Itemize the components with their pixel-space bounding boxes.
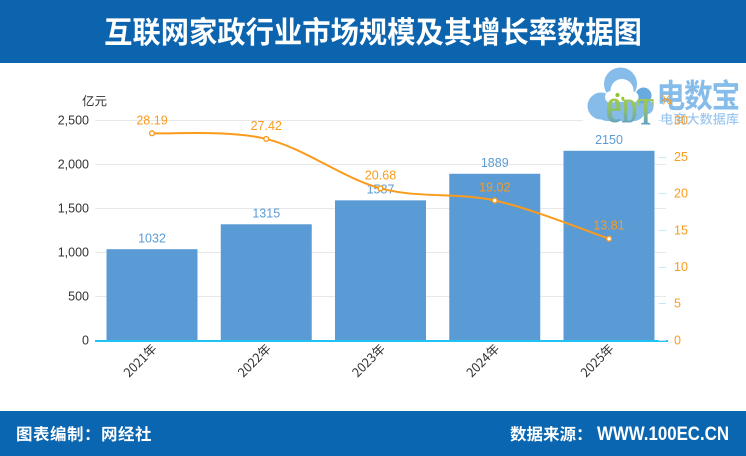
svg-text:1032: 1032 bbox=[138, 231, 166, 245]
svg-text:1,500: 1,500 bbox=[58, 201, 89, 215]
svg-text:27.42: 27.42 bbox=[251, 119, 282, 133]
svg-text:28.19: 28.19 bbox=[136, 113, 167, 127]
svg-text:20.68: 20.68 bbox=[365, 168, 396, 182]
svg-text:WWW.100EC.CN: WWW.100EC.CN bbox=[597, 424, 729, 445]
svg-text:0: 0 bbox=[82, 333, 89, 347]
svg-text:e: e bbox=[606, 77, 622, 133]
svg-text:1,000: 1,000 bbox=[58, 245, 89, 259]
svg-text:20: 20 bbox=[674, 187, 688, 201]
svg-text:2,000: 2,000 bbox=[58, 157, 89, 171]
svg-text:19.02: 19.02 bbox=[479, 181, 510, 195]
svg-text:%: % bbox=[660, 94, 671, 108]
svg-text:D: D bbox=[622, 92, 638, 130]
svg-text:1889: 1889 bbox=[481, 156, 509, 170]
svg-text:2,500: 2,500 bbox=[58, 113, 89, 127]
svg-text:13.81: 13.81 bbox=[593, 219, 624, 233]
svg-text:2150: 2150 bbox=[595, 133, 623, 147]
svg-text:500: 500 bbox=[68, 289, 89, 303]
svg-text:0: 0 bbox=[674, 333, 681, 347]
svg-text:25: 25 bbox=[674, 150, 688, 164]
svg-text:1315: 1315 bbox=[252, 207, 280, 221]
svg-text:30: 30 bbox=[674, 113, 688, 127]
svg-text:15: 15 bbox=[674, 223, 688, 237]
svg-text:10: 10 bbox=[674, 260, 688, 274]
svg-text:T: T bbox=[638, 91, 655, 134]
svg-text:5: 5 bbox=[674, 297, 681, 311]
